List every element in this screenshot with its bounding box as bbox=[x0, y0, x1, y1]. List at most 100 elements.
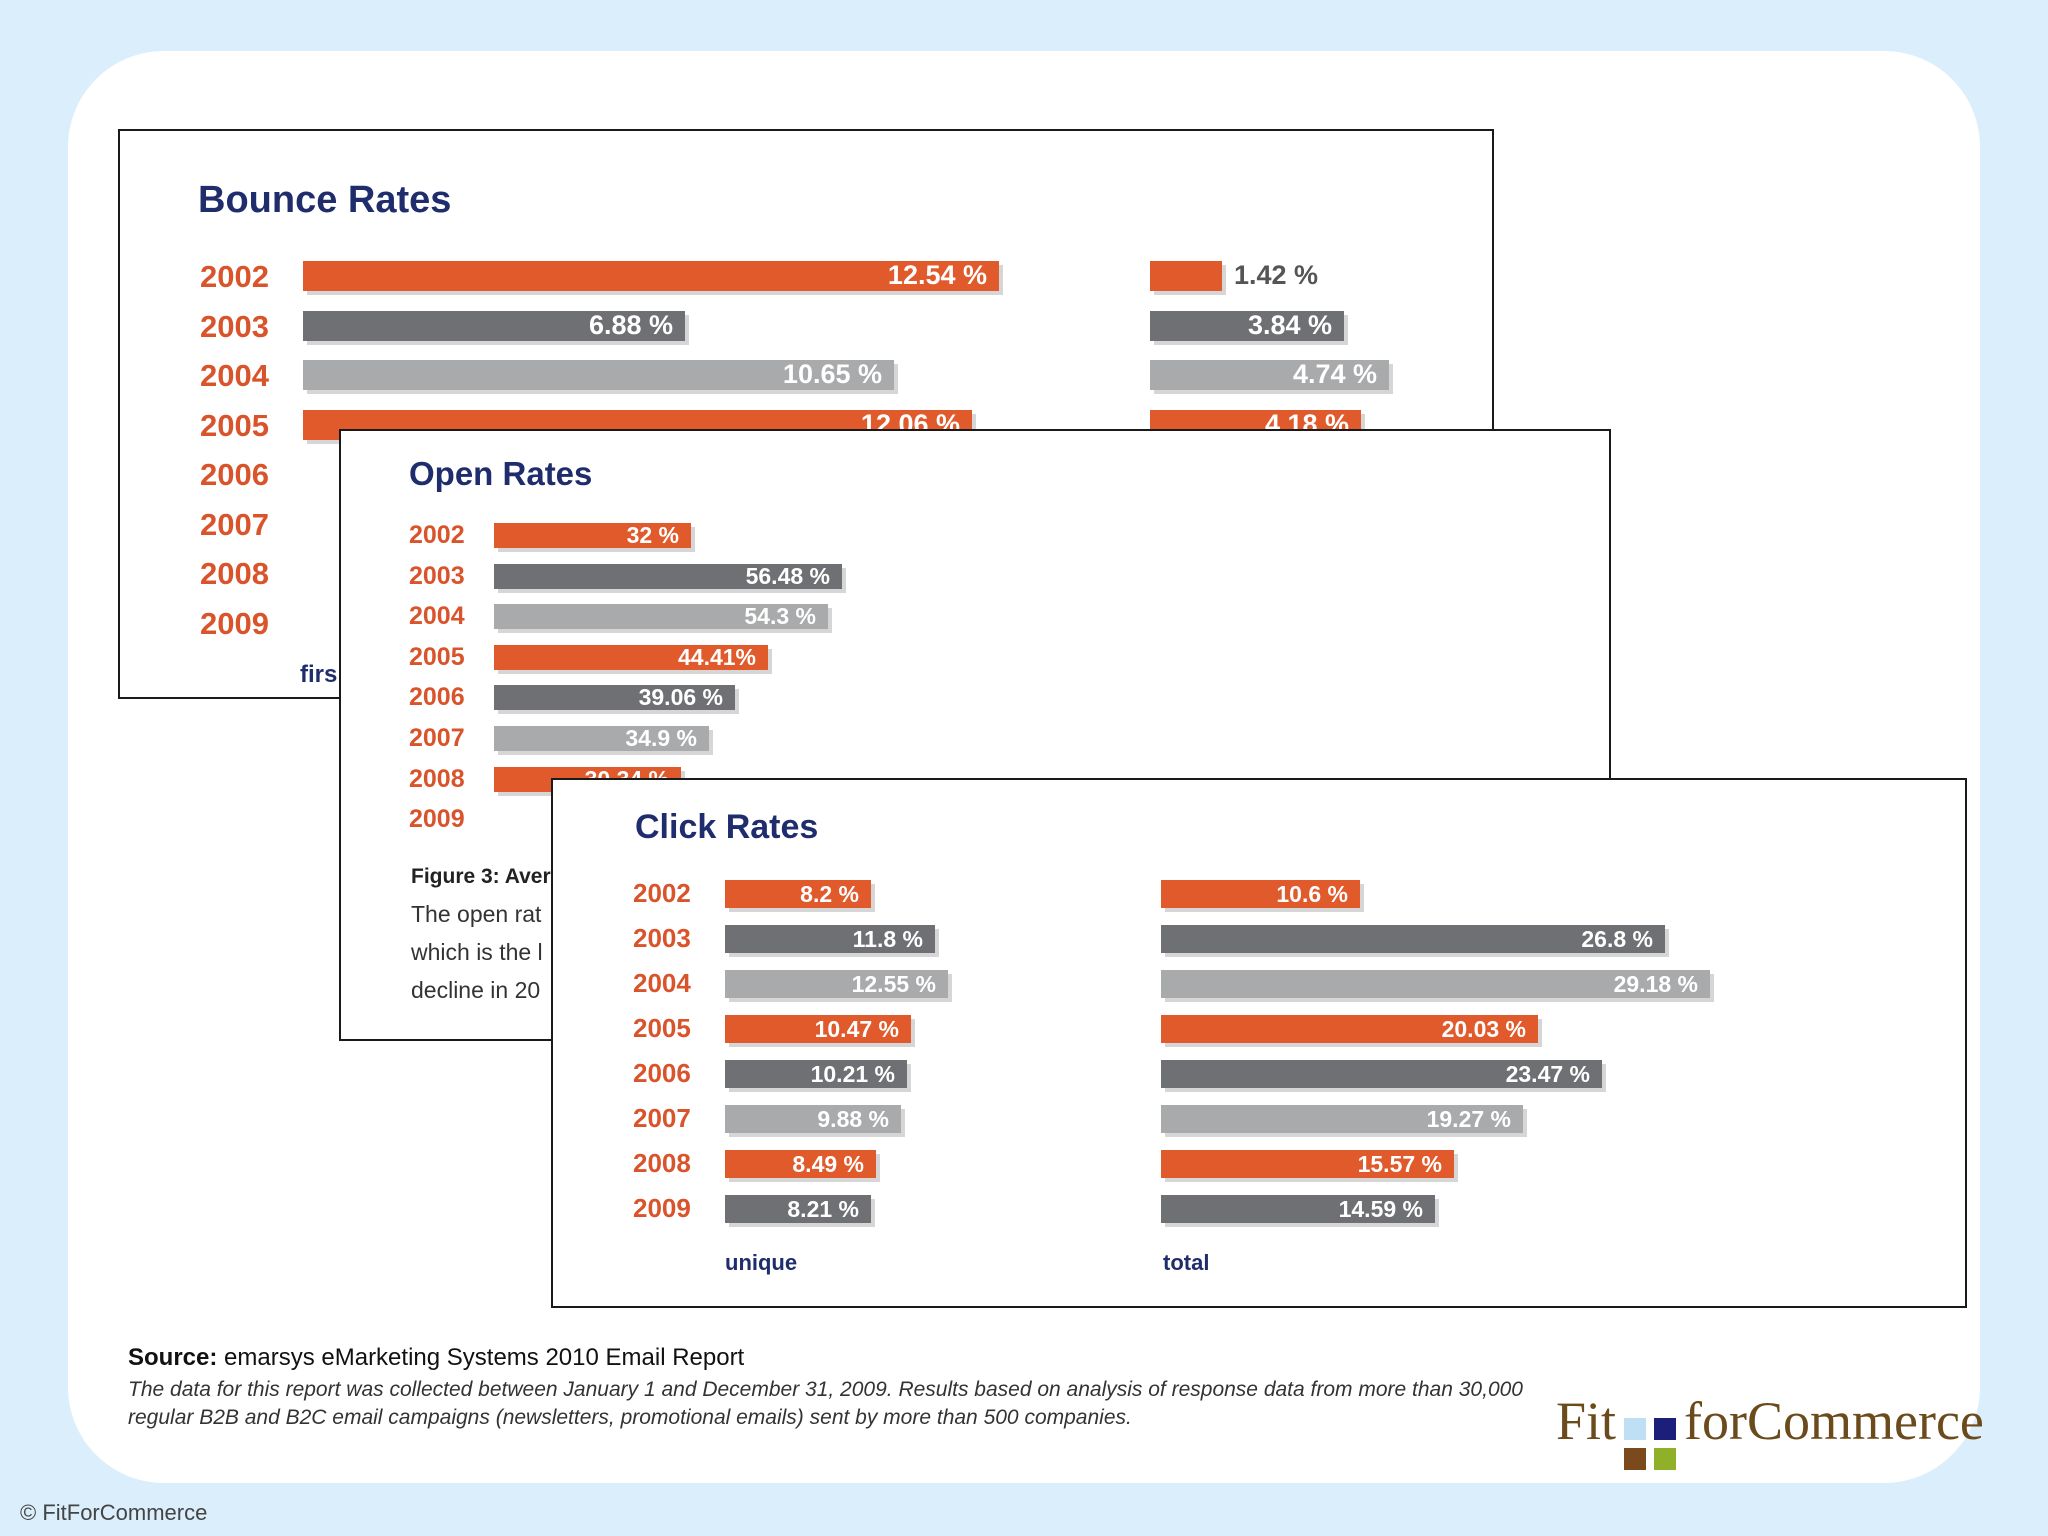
click-bar-1 bbox=[725, 880, 877, 914]
bounce-bar-1 bbox=[303, 360, 900, 396]
bounce-bar-fill bbox=[303, 310, 685, 341]
bounce-year-label: 2004 bbox=[200, 358, 269, 393]
logo-text-forcommerce: forCommerce bbox=[1684, 1391, 1984, 1451]
click-year-label: 2008 bbox=[633, 1148, 691, 1178]
logo-square-navy bbox=[1654, 1418, 1676, 1440]
click-bar-2 bbox=[1161, 1150, 1460, 1184]
click-bar-value-label: 20.03 % bbox=[1441, 1016, 1526, 1042]
bounce-bar-2 bbox=[1150, 310, 1350, 347]
logo-square-brown bbox=[1624, 1448, 1646, 1470]
click-bar-2 bbox=[1161, 880, 1366, 914]
bounce-bar-1 bbox=[303, 261, 1005, 297]
bounce-rates-title: Bounce Rates bbox=[198, 179, 452, 221]
click-bar-1 bbox=[725, 1105, 907, 1139]
click-bar-fill bbox=[725, 970, 948, 998]
click-bar-fill bbox=[1161, 1015, 1538, 1043]
bounce-bar-value-label: 6.88 % bbox=[588, 309, 673, 340]
click-year-label: 2009 bbox=[633, 1193, 691, 1223]
open-rates-text-line-3: decline in 20 bbox=[411, 977, 541, 1003]
bounce-year-label: 2008 bbox=[200, 556, 269, 591]
open-rates-title: Open Rates bbox=[409, 455, 593, 492]
bounce-bar-value-label: 1.42 % bbox=[1234, 260, 1319, 290]
click-bar-fill bbox=[1161, 1150, 1454, 1178]
click-rates-panel: Click Rates 2002 8.2 % 10.6 % 2003 11.8 % 26.… bbox=[551, 778, 1967, 1308]
open-year-label: 2003 bbox=[409, 561, 465, 590]
click-bar-2 bbox=[1161, 1105, 1529, 1139]
open-bar-value-label: 54.3 % bbox=[744, 603, 816, 630]
source-note: The data for this report was collected b… bbox=[128, 1378, 1523, 1429]
open-year-label: 2009 bbox=[409, 805, 465, 834]
click-bar-value-label: 8.49 % bbox=[792, 1151, 864, 1177]
open-bar-value-label: 39.06 % bbox=[638, 684, 723, 711]
click-bar-value-label: 10.21 % bbox=[810, 1061, 895, 1087]
source-label: Source: bbox=[128, 1344, 218, 1371]
bounce-bar-1 bbox=[303, 310, 691, 347]
open-bar-fill bbox=[494, 523, 691, 548]
open-rates-text-line-1: The open rat bbox=[411, 901, 542, 927]
click-bar-fill bbox=[725, 1015, 911, 1043]
click-bar-fill bbox=[1161, 1060, 1602, 1088]
click-bar-2 bbox=[1161, 1015, 1544, 1049]
open-bar-fill bbox=[494, 685, 735, 711]
bounce-year-label: 2009 bbox=[200, 605, 269, 641]
click-year-label: 2002 bbox=[633, 878, 691, 908]
click-bar-1 bbox=[725, 1195, 877, 1229]
source-block: Source: emarsys eMarketing Systems 2010 … bbox=[128, 1344, 1528, 1432]
bounce-year-label: 2005 bbox=[200, 407, 269, 443]
click-year-label: 2003 bbox=[633, 923, 691, 953]
open-bar-value-label: 56.48 % bbox=[745, 562, 830, 589]
open-bar-fill bbox=[494, 726, 709, 751]
bounce-bar-2 bbox=[1150, 360, 1395, 396]
open-year-label: 2007 bbox=[409, 724, 465, 752]
click-bar-1 bbox=[725, 1015, 917, 1049]
figure-caption: Figure 3: Aver bbox=[411, 865, 551, 888]
open-year-label: 2005 bbox=[409, 642, 465, 671]
click-unique-label: unique bbox=[725, 1250, 798, 1275]
click-year-label: 2004 bbox=[633, 968, 691, 998]
click-bar-fill bbox=[725, 1150, 876, 1178]
click-year-label: 2007 bbox=[633, 1103, 691, 1133]
bounce-bar-2 bbox=[1150, 261, 1228, 297]
bounce-year-label: 2006 bbox=[200, 457, 269, 492]
open-rates-text-line-2: which is the l bbox=[411, 939, 543, 965]
click-bar-value-label: 10.6 % bbox=[1276, 881, 1348, 907]
bounce-bar-value-label: 10.65 % bbox=[782, 359, 882, 389]
click-bar-value-label: 14.59 % bbox=[1338, 1196, 1423, 1222]
click-bar-value-label: 9.88 % bbox=[817, 1106, 889, 1132]
click-bar-fill bbox=[1161, 1195, 1435, 1223]
click-year-label: 2006 bbox=[633, 1058, 691, 1088]
bounce-first-label: firs bbox=[300, 661, 338, 688]
click-bar-fill bbox=[725, 925, 935, 953]
open-bar-fill bbox=[494, 644, 768, 670]
bounce-year-label: 2002 bbox=[200, 259, 269, 294]
click-bar-1 bbox=[725, 970, 954, 1004]
bounce-bar-fill bbox=[1150, 360, 1389, 390]
open-year-label: 2008 bbox=[409, 764, 465, 793]
open-bar-1 bbox=[494, 563, 848, 595]
click-rates-title: Click Rates bbox=[635, 808, 819, 846]
click-bar-value-label: 26.8 % bbox=[1581, 926, 1653, 952]
click-bar-value-label: 8.2 % bbox=[800, 881, 859, 907]
click-bar-2 bbox=[1161, 970, 1716, 1004]
click-bar-value-label: 29.18 % bbox=[1613, 971, 1698, 997]
open-bar-1 bbox=[494, 685, 741, 716]
click-bar-value-label: 19.27 % bbox=[1426, 1106, 1511, 1132]
click-bar-fill bbox=[1161, 1105, 1523, 1133]
click-bar-1 bbox=[725, 1060, 913, 1094]
fitforcommerce-logo: Fit forCommerce bbox=[1556, 1390, 1984, 1470]
click-bar-fill bbox=[725, 1060, 907, 1088]
click-bar-value-label: 12.55 % bbox=[851, 971, 936, 997]
bounce-bar-value-label: 4.74 % bbox=[1292, 359, 1377, 389]
open-bar-value-label: 44.41% bbox=[677, 643, 756, 670]
logo-text-fit: Fit bbox=[1556, 1391, 1617, 1451]
source-line: Source: emarsys eMarketing Systems 2010 … bbox=[128, 1344, 1528, 1372]
open-bar-1 bbox=[494, 726, 715, 757]
click-year-label: 2005 bbox=[633, 1013, 691, 1043]
click-bar-value-label: 23.47 % bbox=[1505, 1061, 1590, 1087]
open-bar-1 bbox=[494, 644, 774, 676]
bounce-bar-value-label: 3.84 % bbox=[1247, 309, 1332, 340]
bounce-bar-fill bbox=[303, 360, 894, 390]
logo-square-light-blue bbox=[1624, 1418, 1646, 1440]
open-bar-value-label: 34.9 % bbox=[625, 725, 697, 751]
click-bar-fill bbox=[725, 880, 871, 908]
